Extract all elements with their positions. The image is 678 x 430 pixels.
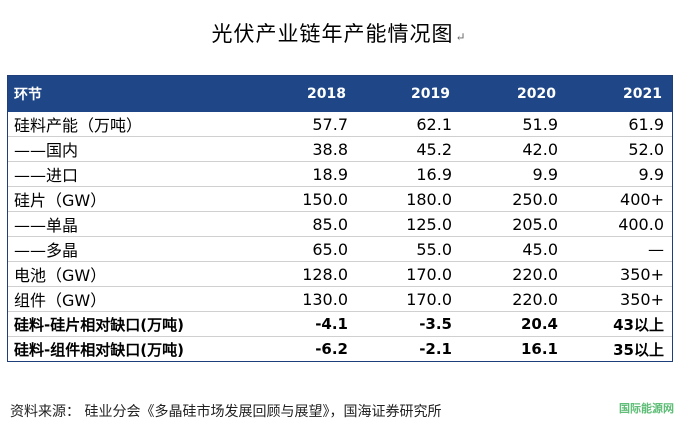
table-header-row: 环节 2018 2019 2020 2021 [8,76,672,112]
cell-value: 128.0 [240,261,356,287]
header-cell: 环节 [8,76,240,112]
cell-value: 35以上 [613,340,664,359]
table-row: 硅料-硅片相对缺口(万吨) -4.1 -3.5 20.4 43以上 [8,311,672,337]
cell-value: -3.5 [356,311,460,337]
cell-value: 180.0 [356,186,460,212]
cell-value: 250.0 [460,186,566,212]
cell-value: 400+ [566,186,672,212]
row-label: 硅片（GW） [8,186,240,212]
table-row: 硅料产能（万吨） 57.7 62.1 51.9 61.9 [8,112,672,137]
table-row: ——进口 18.9 16.9 9.9 9.9 [8,161,672,187]
header-cell: 2021 [566,76,672,112]
cell-value: 45.2 [356,136,460,162]
cell-value: 62.1 [356,112,460,137]
cell-value: 57.7 [240,112,356,137]
cell-value: -2.1 [419,340,452,358]
cell-value: -4.1 [240,311,356,337]
header-cell: 2020 [460,76,566,112]
row-label: 硅料产能（万吨） [8,112,240,137]
row-label: 硅料-硅片相对缺口(万吨) [8,311,240,337]
table-row: ——多晶 65.0 55.0 45.0— [8,236,672,262]
header-cell: 2019 [356,76,460,112]
row-label: 硅料-组件相对缺口(万吨) [14,340,184,359]
row-label: ——多晶 [8,236,240,262]
cell-value: 220.0 [460,286,566,312]
cell-value: 350+ [566,261,672,287]
cell-value: -6.2 [315,340,348,358]
cell-value: 43以上 [566,311,672,337]
cell-value: 16.1 [520,340,558,358]
table-row: 电池（GW） 128.0 170.0 220.0 350+ [8,261,672,287]
cell-value: 220.0 [460,261,566,287]
cell-value: 65.0 [240,236,356,262]
source-note: 资料来源： 硅业分会《多晶硅市场发展回顾与展望》，国海证券研究所 [10,404,442,420]
row-label: 组件（GW） [8,286,240,312]
cell-value: 61.9 [566,112,672,137]
row-label: ——国内 [8,136,240,162]
row-label: ——进口 [8,161,240,187]
cell-value: 38.8 [240,136,356,162]
cell-value: 9.9 [460,161,566,187]
cell-value: 52.0 [566,136,672,162]
table-row: 硅料-组件相对缺口(万吨) -6.2 -2.1 16.1 35以上 [8,337,672,362]
page-title: 光伏产业链年产能情况图 ↵ [0,18,678,48]
row-label: ——单晶 [8,211,240,237]
table-row: 硅片（GW） 150.0 180.0 250.0 400+ [8,186,672,212]
row-label: 电池（GW） [8,261,240,287]
cell-value: 150.0 [240,186,356,212]
table-row: ——单晶 85.0 125.0 205.0 400.0 [8,211,672,237]
cell-value: 20.4 [460,311,566,337]
table-row: ——国内 38.8 45.2 42.0 52.0 [8,136,672,162]
cell-value: 170.0 [356,286,460,312]
cell-value: 400.0 [566,211,672,237]
cell-value: 170.0 [356,261,460,287]
cell-value: 42.0 [460,136,566,162]
header-cell: 2018 [240,76,356,112]
cell-value: 9.9 [566,161,672,187]
watermark-logo: 国际能源网 [619,402,674,415]
cell-value: 51.9 [460,112,566,137]
cell-value: 16.9 [356,161,460,187]
cell-value: 18.9 [240,161,356,187]
cell-value: 45.0 [460,236,566,262]
paragraph-mark: ↵ [455,30,467,44]
table-row: 组件（GW） 130.0 170.0 220.0 350+ [8,286,672,312]
cell-value: 350+ [566,286,672,312]
cell-value: 130.0 [240,286,356,312]
cell-value: 125.0 [356,211,460,237]
cell-value: 205.0 [460,211,566,237]
cell-value: 85.0 [240,211,356,237]
capacity-table: 环节 2018 2019 2020 2021 硅料产能（万吨） 57.7 62.1 5… [7,75,673,362]
cell-value: — [566,236,672,262]
title-text: 光伏产业链年产能情况图 [211,22,454,46]
cell-value: 55.0 [356,236,460,262]
